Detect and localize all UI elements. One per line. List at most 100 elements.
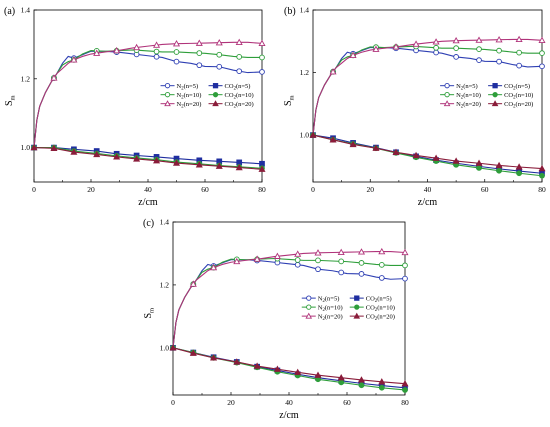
data-point [475, 36, 483, 43]
data-point [133, 155, 141, 162]
data-point [253, 362, 261, 369]
data-point [50, 144, 58, 151]
data-point [189, 349, 197, 356]
data-point [133, 43, 141, 51]
data-point [258, 165, 266, 172]
legend-label: CO2(n=20) [504, 101, 533, 110]
legend-marker [491, 100, 499, 107]
data-point [315, 266, 321, 273]
series-line [312, 134, 543, 174]
data-point [476, 57, 482, 64]
data-point [294, 250, 302, 257]
data-point [236, 54, 243, 60]
x-tick-label: 20 [87, 185, 95, 194]
legend: N2(n=5) CO2(n=5) N2(n=10) CO2(n=10) N2(n=20)… [160, 83, 254, 110]
data-point [259, 69, 265, 75]
data-point [378, 247, 386, 255]
data-point [196, 50, 203, 56]
y-tick-label: 1.0 [300, 131, 310, 140]
legend-label: N2(n=20) [177, 101, 202, 110]
data-point [378, 261, 385, 268]
data-point [392, 148, 400, 155]
x-tick-label: 80 [258, 185, 266, 194]
y-tick-label: 1.4 [160, 218, 170, 227]
data-point [538, 36, 546, 43]
data-point [195, 161, 203, 168]
series-line [312, 134, 543, 170]
data-point [153, 41, 161, 48]
data-point [432, 154, 440, 161]
data-point [215, 162, 223, 169]
legend-label: N2(n=10) [177, 92, 202, 101]
x-tick-label: 40 [285, 398, 293, 407]
x-tick-label: 0 [32, 185, 36, 194]
data-point [401, 379, 409, 387]
data-point [338, 258, 345, 265]
panel-label: (c) [143, 218, 154, 229]
data-point [515, 163, 523, 170]
legend-label: CO2(n=5) [366, 295, 392, 304]
data-point [433, 49, 439, 56]
data-point [357, 248, 366, 255]
data-point [93, 49, 101, 56]
legend-marker [212, 83, 219, 89]
x-tick-label: 60 [343, 398, 351, 407]
x-tick-label: 20 [227, 398, 235, 407]
legend-marker [306, 304, 312, 310]
legend-label: CO2(n=10) [366, 304, 395, 313]
data-point [233, 257, 241, 265]
panel-label: (a) [4, 6, 15, 17]
data-point [515, 35, 523, 43]
x-tick-label: 80 [538, 185, 546, 194]
data-point [337, 374, 345, 381]
y-axis-label: Sm [143, 308, 156, 319]
y-axis-label: Sm [283, 95, 296, 106]
x-tick-label: 60 [201, 185, 209, 194]
legend-marker [443, 100, 451, 107]
legend: N2(n=5) CO2(n=5) N2(n=10) CO2(n=10) N2(n=20)… [301, 295, 395, 322]
series-CO2_5 [310, 132, 545, 177]
chart-panel-2: (c) 0 20 40 60 80 1.0 1.2 1.4 z/cm Sm N2(n=5) CO2(n=… [143, 218, 409, 422]
y-axis-label: Sm [4, 95, 17, 106]
legend-label: CO2(n=20) [225, 101, 254, 110]
data-point [189, 280, 197, 287]
data-point [315, 257, 321, 264]
data-point [50, 74, 58, 81]
y-tick-label: 1.4 [21, 6, 31, 15]
data-point [452, 157, 460, 164]
series-line [34, 147, 263, 165]
legend-marker [164, 100, 171, 107]
data-point [412, 151, 420, 159]
legend-label: CO2(n=5) [504, 83, 530, 92]
data-point [338, 269, 345, 276]
data-point [378, 275, 385, 281]
series-N2_20 [312, 35, 546, 136]
data-point [495, 161, 503, 169]
data-point [309, 131, 317, 138]
series-CO2_20 [30, 143, 266, 172]
data-point [516, 62, 522, 69]
data-point [433, 44, 439, 51]
series-CO2_20 [309, 131, 546, 172]
legend: N2(n=5) CO2(n=5) N2(n=10) CO2(n=10) N2(n=20)… [440, 83, 533, 110]
data-point [195, 39, 203, 46]
legend-marker [164, 83, 171, 89]
x-tick-label: 80 [401, 398, 409, 407]
data-point [338, 379, 345, 386]
legend-label: N2(n=10) [456, 92, 481, 101]
series-line [312, 45, 542, 136]
legend-label: N2(n=5) [456, 83, 478, 92]
data-point [210, 354, 218, 361]
series-line [172, 257, 405, 348]
data-point [233, 358, 241, 365]
series-line [312, 38, 543, 136]
x-tick-label: 40 [424, 185, 432, 194]
legend-label: N2(n=5) [177, 83, 199, 92]
data-point [259, 54, 265, 61]
data-point [539, 172, 545, 179]
series-CO2_10 [310, 132, 545, 179]
chart-panel-1: (b) 0 20 40 60 80 1.0 1.2 1.4 z/cm Sm N2(n=5) CO2(n=… [283, 6, 546, 209]
series-line [34, 147, 263, 169]
data-point [337, 248, 345, 255]
data-point [358, 260, 365, 266]
